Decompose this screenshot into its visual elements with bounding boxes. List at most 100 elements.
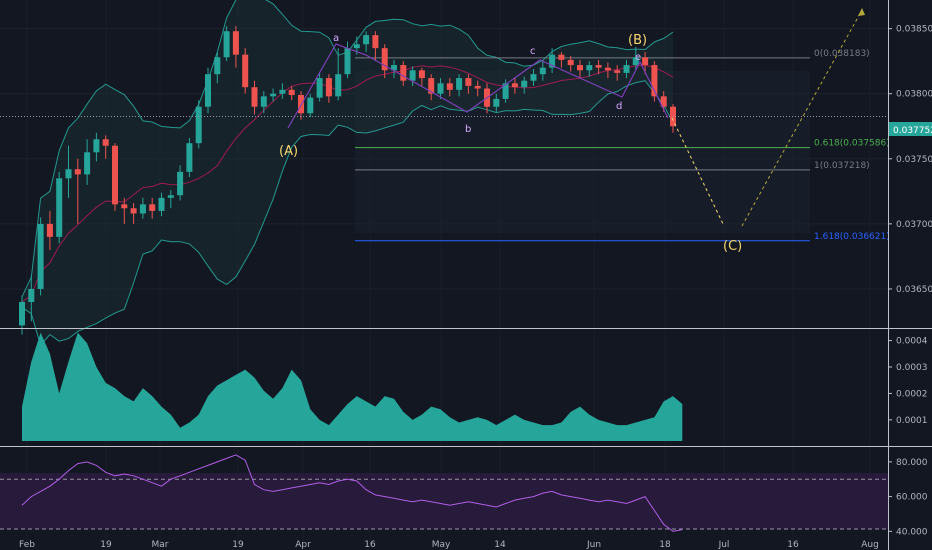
candlestick-series[interactable]	[19, 26, 676, 335]
candle	[56, 171, 63, 244]
candle	[46, 210, 53, 250]
candle	[511, 78, 518, 94]
candle	[167, 190, 174, 209]
vol-tick-label: 0.0003	[896, 363, 928, 373]
candle	[632, 46, 639, 71]
candle-body	[19, 301, 25, 326]
candle	[623, 59, 630, 79]
current-price-marker: 0.037752	[888, 122, 932, 136]
candle	[418, 67, 425, 86]
projection-wave-c	[671, 117, 725, 227]
candle-body	[214, 57, 221, 75]
time-tick-label: Mar	[152, 540, 169, 550]
candle	[242, 48, 249, 94]
wave-label-b: b	[465, 124, 471, 135]
wave-label-B: (B)	[628, 33, 647, 48]
candle-body	[651, 65, 658, 97]
candle	[530, 68, 537, 86]
candle-body	[232, 31, 239, 55]
candle-body	[623, 65, 630, 73]
candle-body	[539, 67, 546, 75]
candle-body	[335, 74, 342, 97]
rsi-tick-label: 40.000	[896, 527, 928, 537]
candle-body	[418, 70, 425, 79]
candle-body	[270, 93, 277, 97]
candle	[186, 137, 193, 178]
time-tick-label: 14	[494, 540, 506, 550]
time-tick-label: 16	[787, 540, 799, 550]
candle-body	[279, 89, 286, 94]
candle	[307, 93, 314, 118]
candle	[325, 74, 332, 103]
candle-body	[642, 57, 649, 66]
candle-body	[251, 87, 258, 107]
candle	[260, 91, 267, 114]
candle-body	[363, 35, 370, 45]
candle-body	[604, 67, 611, 71]
candle-body	[260, 96, 267, 107]
candle	[409, 66, 416, 86]
fib-level-label: 0(0.038183)	[814, 49, 870, 59]
wave-label-c: c	[530, 46, 536, 57]
candle-body	[632, 57, 639, 66]
rsi-axis: 80.000 60.000 40.000	[888, 458, 928, 537]
fib-level-label: 0.618(0.037586)	[814, 139, 890, 149]
candle	[84, 139, 91, 185]
candle	[391, 59, 397, 79]
candle-body	[102, 139, 109, 146]
candle	[130, 203, 137, 224]
time-tick-label: Feb	[19, 540, 35, 550]
candle	[177, 165, 184, 201]
minor-wave-path	[287, 43, 669, 129]
candle	[158, 192, 165, 217]
current-price-label: 0.037752	[893, 126, 932, 136]
candle	[549, 48, 556, 73]
wave-label-A: (A)	[279, 144, 298, 159]
candle	[642, 52, 649, 75]
candle	[493, 93, 500, 112]
candle-body	[223, 31, 230, 58]
candle	[474, 80, 481, 97]
candle-body	[353, 44, 360, 49]
candle	[121, 197, 128, 224]
candle	[521, 76, 528, 94]
candle-body	[158, 197, 165, 211]
rsi-panel[interactable]: 80.000 60.000 40.000	[0, 454, 928, 537]
time-tick-label: 19	[100, 540, 112, 550]
candle	[139, 197, 146, 219]
candle	[149, 197, 156, 219]
candle-body	[549, 54, 556, 68]
volatility-panel[interactable]: 0.0004 0.0003 0.0002 0.0001	[22, 332, 928, 441]
elliott-wave-paths	[287, 8, 865, 227]
candle	[372, 31, 379, 62]
candle	[539, 59, 546, 81]
projection-arrowhead	[858, 8, 865, 16]
candle	[288, 85, 295, 101]
candle-body	[307, 97, 314, 114]
candle-body	[567, 59, 574, 66]
vol-tick-label: 0.0001	[896, 416, 928, 426]
candle-body	[502, 83, 509, 99]
candle	[400, 61, 407, 86]
candle	[270, 88, 277, 102]
candle	[316, 72, 323, 102]
candle	[604, 62, 611, 79]
time-tick-label: Jul	[718, 540, 730, 550]
candle-body	[167, 195, 174, 198]
rsi-line	[21, 454, 683, 532]
candle	[65, 145, 72, 198]
candle-body	[437, 83, 444, 94]
candle-body	[121, 204, 128, 209]
candle	[102, 135, 109, 159]
time-axis[interactable]: Feb 19 Mar 19 Apr 16 May 14 Jun 18 Jul 16 Aug	[19, 540, 879, 550]
candle-body	[149, 204, 156, 211]
candle-body	[465, 78, 472, 86]
candle-body	[130, 208, 137, 214]
candle	[335, 48, 342, 101]
candle	[363, 31, 370, 53]
candle-body	[456, 78, 463, 90]
